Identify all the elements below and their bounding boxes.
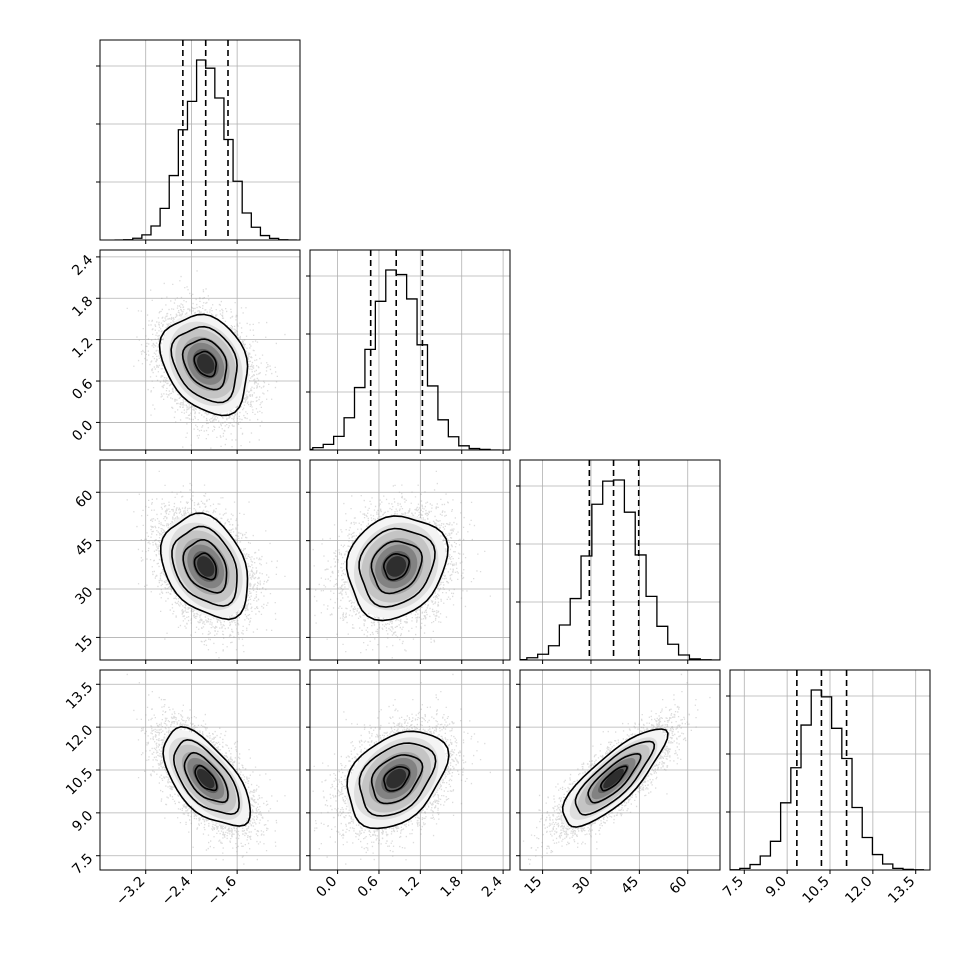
y-tick-label: 15 bbox=[72, 632, 96, 656]
y-tick-label: 13.5 bbox=[63, 679, 96, 712]
y-tick-label: 45 bbox=[72, 536, 96, 560]
contour-line bbox=[182, 538, 228, 594]
panel-frame bbox=[99, 39, 301, 241]
contour-line bbox=[158, 313, 249, 417]
panel-1-1 bbox=[306, 249, 511, 454]
contour-line bbox=[162, 725, 252, 827]
contour-line bbox=[181, 338, 228, 391]
y-tick-label: 30 bbox=[72, 584, 96, 608]
panel-frame bbox=[309, 249, 511, 451]
panel-2-0 bbox=[96, 459, 301, 664]
y-axis-labels-1: 0.0 0.6 1.2 1.8 2.4 bbox=[69, 252, 96, 445]
y-tick-label: 1.2 bbox=[69, 335, 96, 362]
x-tick-label: 1.8 bbox=[437, 874, 464, 901]
contour-line bbox=[171, 525, 238, 607]
x-tick-label: 0.6 bbox=[355, 873, 382, 900]
y-tick-label: 10.5 bbox=[63, 765, 96, 798]
x-tick-label: −2.4 bbox=[159, 873, 194, 908]
density-shade bbox=[197, 768, 215, 789]
panel-3-3 bbox=[726, 669, 931, 874]
contour-line bbox=[561, 728, 669, 828]
panel-frame bbox=[99, 249, 301, 451]
contour-line bbox=[160, 512, 249, 621]
density-shade bbox=[603, 768, 624, 789]
contour-line bbox=[183, 751, 229, 804]
sample-points bbox=[312, 470, 491, 659]
x-tick-label: 7.5 bbox=[720, 874, 747, 901]
x-tick-label: −1.6 bbox=[205, 873, 240, 908]
x-axis-labels-1: 0.0 0.6 1.2 1.8 2.4 bbox=[313, 873, 506, 900]
contour-line bbox=[345, 515, 449, 622]
panel-3-2 bbox=[516, 669, 721, 874]
panel-2-1 bbox=[306, 459, 511, 664]
x-tick-label: 0.0 bbox=[313, 874, 340, 901]
x-tick-label: 10.5 bbox=[799, 874, 832, 907]
y-tick-label: 1.8 bbox=[69, 293, 96, 320]
y-tick-label: 60 bbox=[72, 487, 96, 511]
panel-frame bbox=[99, 669, 301, 871]
panel-frame bbox=[729, 669, 931, 871]
contour-line bbox=[194, 764, 218, 792]
y-tick-label: 2.4 bbox=[69, 252, 96, 279]
contour-line bbox=[574, 740, 656, 816]
density-shade bbox=[386, 556, 407, 577]
contour-line bbox=[599, 765, 628, 792]
x-tick-label: 2.4 bbox=[479, 873, 506, 900]
panel-frame bbox=[519, 669, 721, 871]
contour-line bbox=[370, 754, 424, 805]
contour-line bbox=[170, 325, 238, 404]
y-tick-label: 0.6 bbox=[69, 376, 96, 403]
panel-frame bbox=[309, 459, 511, 661]
contour-line bbox=[358, 742, 437, 817]
y-tick-label: 0.0 bbox=[69, 417, 96, 444]
x-axis-labels-2: 15 30 45 60 bbox=[521, 874, 690, 898]
density-shade bbox=[386, 768, 407, 789]
panel-2-2 bbox=[516, 459, 721, 664]
x-tick-label: 45 bbox=[618, 874, 642, 898]
x-tick-label: 1.2 bbox=[396, 874, 423, 901]
panel-frame bbox=[99, 459, 301, 661]
panel-3-1 bbox=[306, 669, 511, 874]
density-shade bbox=[197, 556, 215, 577]
contour-line bbox=[193, 552, 218, 581]
x-tick-label: −3.2 bbox=[113, 874, 148, 909]
y-tick-label: 9.0 bbox=[69, 808, 96, 835]
x-tick-label: 15 bbox=[521, 874, 545, 898]
x-axis-labels-3: 7.5 9.0 10.5 12.0 13.5 bbox=[720, 874, 918, 907]
density-shade bbox=[197, 353, 215, 374]
x-tick-label: 30 bbox=[570, 874, 594, 898]
x-tick-label: 13.5 bbox=[885, 874, 918, 907]
y-tick-label: 12.0 bbox=[63, 722, 96, 755]
histogram-step bbox=[730, 689, 925, 870]
y-axis-labels-2: 15 30 45 60 bbox=[72, 487, 96, 656]
contour-line bbox=[383, 766, 411, 792]
panel-3-0 bbox=[96, 669, 301, 874]
contour-line bbox=[172, 738, 240, 816]
contour-line bbox=[382, 552, 411, 581]
x-tick-label: 12.0 bbox=[842, 874, 875, 907]
panel-1-0 bbox=[96, 249, 301, 454]
panel-frame bbox=[309, 669, 511, 871]
x-axis-labels-0: −3.2 −2.4 −1.6 bbox=[113, 873, 240, 908]
y-axis-labels-3: 7.5 9.0 10.5 12.0 13.5 bbox=[63, 679, 96, 877]
contour-line bbox=[346, 730, 450, 830]
panel-0-0 bbox=[96, 39, 301, 244]
contour-line bbox=[193, 350, 218, 378]
contour-line bbox=[358, 527, 436, 608]
contour-line bbox=[587, 752, 642, 804]
panel-frame bbox=[519, 459, 721, 661]
x-tick-label: 60 bbox=[667, 874, 691, 898]
y-tick-label: 7.5 bbox=[69, 851, 96, 878]
x-tick-label: 9.0 bbox=[763, 874, 790, 901]
contour-line bbox=[370, 540, 423, 595]
